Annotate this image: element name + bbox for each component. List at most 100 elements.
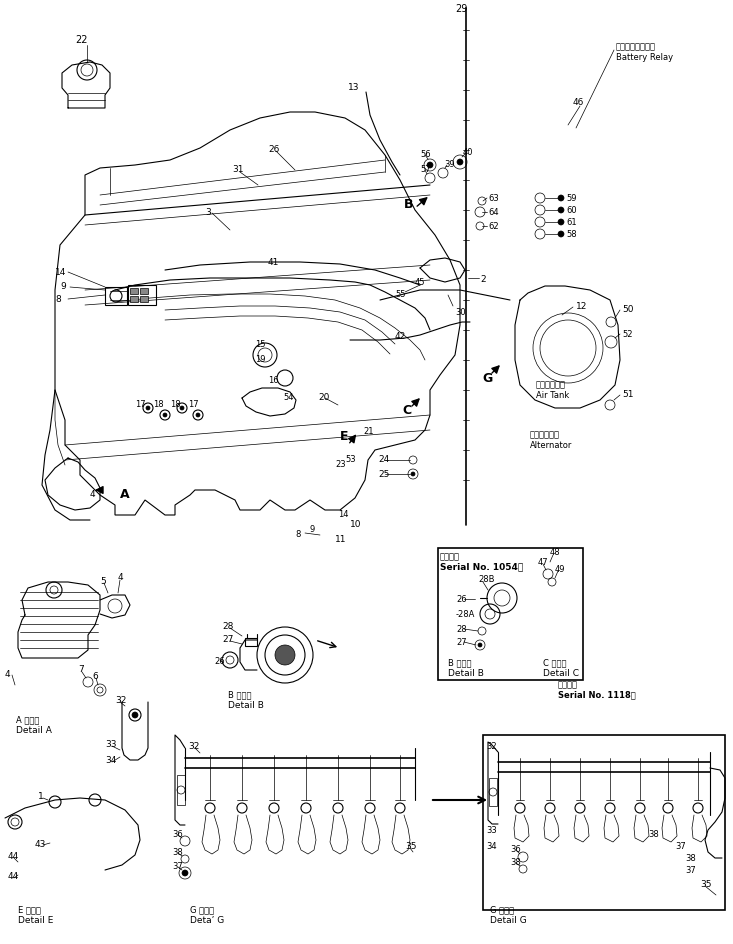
Circle shape [196,413,200,417]
Text: 28: 28 [456,625,467,634]
Bar [105,287,127,305]
Text: Serial No. 1054～: Serial No. 1054～ [440,562,523,571]
Text: 17: 17 [188,400,199,409]
Text: 8: 8 [295,530,301,539]
Text: 43: 43 [35,840,46,849]
Circle shape [478,643,482,647]
Bar [140,288,148,294]
Text: 54: 54 [283,393,293,402]
Text: 33: 33 [105,740,117,749]
Text: 36: 36 [510,845,520,854]
Text: A 詳細図: A 詳細図 [16,715,40,724]
Text: バッテリーリレー: バッテリーリレー [616,42,656,51]
Bar [130,296,138,302]
Bar [245,638,257,646]
Text: 53: 53 [345,455,356,464]
Text: 17: 17 [135,400,145,409]
Text: 20: 20 [318,393,329,402]
Circle shape [146,406,150,410]
Text: 34: 34 [105,756,117,765]
Circle shape [180,406,184,410]
Text: 12: 12 [576,302,587,311]
Text: 32: 32 [188,742,199,751]
Text: 51: 51 [622,390,633,399]
Text: 34: 34 [486,842,497,851]
Text: 4: 4 [5,670,10,679]
Text: 26: 26 [456,595,467,604]
Text: 31: 31 [232,165,243,174]
Text: G: G [482,372,493,385]
Text: 45: 45 [415,278,425,287]
Text: G 詳細図: G 詳細図 [190,905,214,914]
Circle shape [558,207,564,213]
Text: Detail B: Detail B [448,669,484,678]
Text: 9: 9 [60,282,66,291]
Text: 10: 10 [350,520,361,529]
Bar [128,285,156,305]
Text: 37: 37 [685,866,696,875]
Text: 7: 7 [78,665,84,674]
Circle shape [558,195,564,201]
Text: E 詳細図: E 詳細図 [18,905,41,914]
Text: -28A: -28A [456,610,476,619]
Text: 60: 60 [566,206,577,215]
Text: B 詳細図: B 詳細図 [448,658,471,667]
Text: 58: 58 [566,230,577,239]
Text: Detail B: Detail B [228,701,264,710]
Text: 52: 52 [622,330,633,339]
Text: E: E [340,430,348,443]
Text: 4: 4 [118,573,124,582]
Text: 38: 38 [172,848,183,857]
Text: 27: 27 [456,638,467,647]
Text: 64: 64 [488,208,498,217]
Text: 59: 59 [566,194,576,203]
Text: 32: 32 [486,742,497,751]
Text: エアータンク: エアータンク [536,380,566,389]
Text: Battery Relay: Battery Relay [616,53,673,62]
Text: 23: 23 [335,460,346,469]
Text: 18: 18 [152,400,163,409]
Text: Detail A: Detail A [16,726,52,735]
Text: Detail C: Detail C [543,669,579,678]
Text: Serial No. 1118～: Serial No. 1118～ [558,690,636,699]
Text: 63: 63 [488,194,498,203]
Text: Detail G: Detail G [490,916,527,925]
Text: 28B: 28B [478,575,495,584]
Circle shape [182,870,188,876]
Circle shape [427,162,433,168]
Text: 48: 48 [550,548,561,557]
Text: 38: 38 [648,830,659,839]
Text: B 詳細図: B 詳細図 [228,690,251,699]
Bar [489,778,497,806]
Text: 42: 42 [395,332,406,341]
Text: 46: 46 [573,98,584,107]
Text: B: B [404,198,413,211]
Text: G 詳細図: G 詳細図 [490,905,514,914]
Text: 30: 30 [455,308,465,317]
Text: 44: 44 [8,872,19,881]
Text: 15: 15 [255,340,265,349]
Text: 26: 26 [214,657,224,666]
Text: 14: 14 [55,268,67,277]
Text: A: A [120,488,130,501]
Text: 8: 8 [55,295,61,304]
Text: 40: 40 [463,148,474,157]
Text: 28: 28 [222,622,233,631]
Circle shape [163,413,167,417]
Bar [177,775,185,805]
Circle shape [411,472,415,476]
Text: C: C [402,404,411,417]
Text: 流別仕様: 流別仕様 [440,552,460,561]
Circle shape [558,231,564,237]
Text: 14: 14 [338,510,348,519]
Text: 49: 49 [555,565,565,574]
Circle shape [558,219,564,225]
Text: 56: 56 [420,150,430,159]
Text: 3: 3 [205,208,211,217]
Text: C 詳細図: C 詳細図 [543,658,567,667]
Text: 5: 5 [100,577,106,586]
Text: 27: 27 [222,635,233,644]
Text: 35: 35 [700,880,712,889]
Text: 24: 24 [378,455,389,464]
Text: 57: 57 [420,165,430,174]
